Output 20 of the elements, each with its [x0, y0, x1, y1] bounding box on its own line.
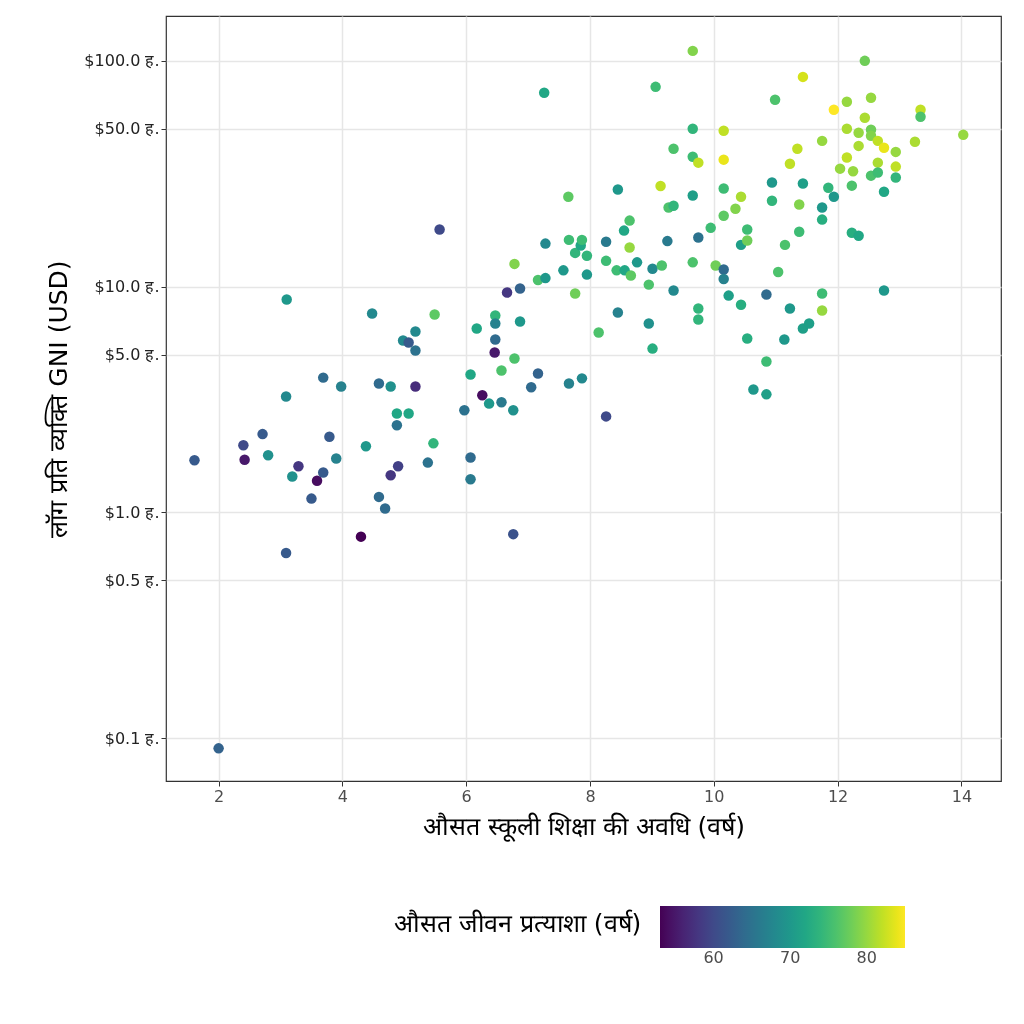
x-axis-title: औसत स्कूली शिक्षा की अवधि (वर्ष) [422, 811, 746, 842]
color-bar-title: औसत जीवन प्रत्याशा (वर्ष) [394, 909, 642, 938]
y-tick-label: $1.0 ह. [104, 502, 160, 522]
y-tick-label: $50.0 ह. [94, 119, 160, 139]
color-bar-label: 60 [703, 948, 724, 967]
y-tick-label: $10.0 ह. [94, 277, 160, 297]
y-axis-title: लॉग प्रति व्यक्ति GNI (USD) [44, 260, 74, 538]
x-tick-label: 14 [951, 786, 973, 806]
x-tick-label: 4 [337, 786, 348, 806]
color-bar-label: 70 [779, 948, 801, 967]
x-tick-label: 12 [827, 786, 849, 806]
y-tick-label: $0.1 ह. [104, 728, 160, 748]
y-tick-label: $5.0 ह. [104, 345, 160, 365]
x-tick-label: 2 [214, 786, 225, 806]
y-tick-label: $100.0 ह. [84, 51, 160, 71]
x-tick-label: 8 [585, 786, 596, 806]
x-tick-label: 10 [704, 786, 725, 806]
x-tick-label: 6 [461, 786, 472, 806]
color-bar-label: 80 [856, 948, 877, 967]
y-tick-label: $0.5 ह. [104, 570, 160, 590]
